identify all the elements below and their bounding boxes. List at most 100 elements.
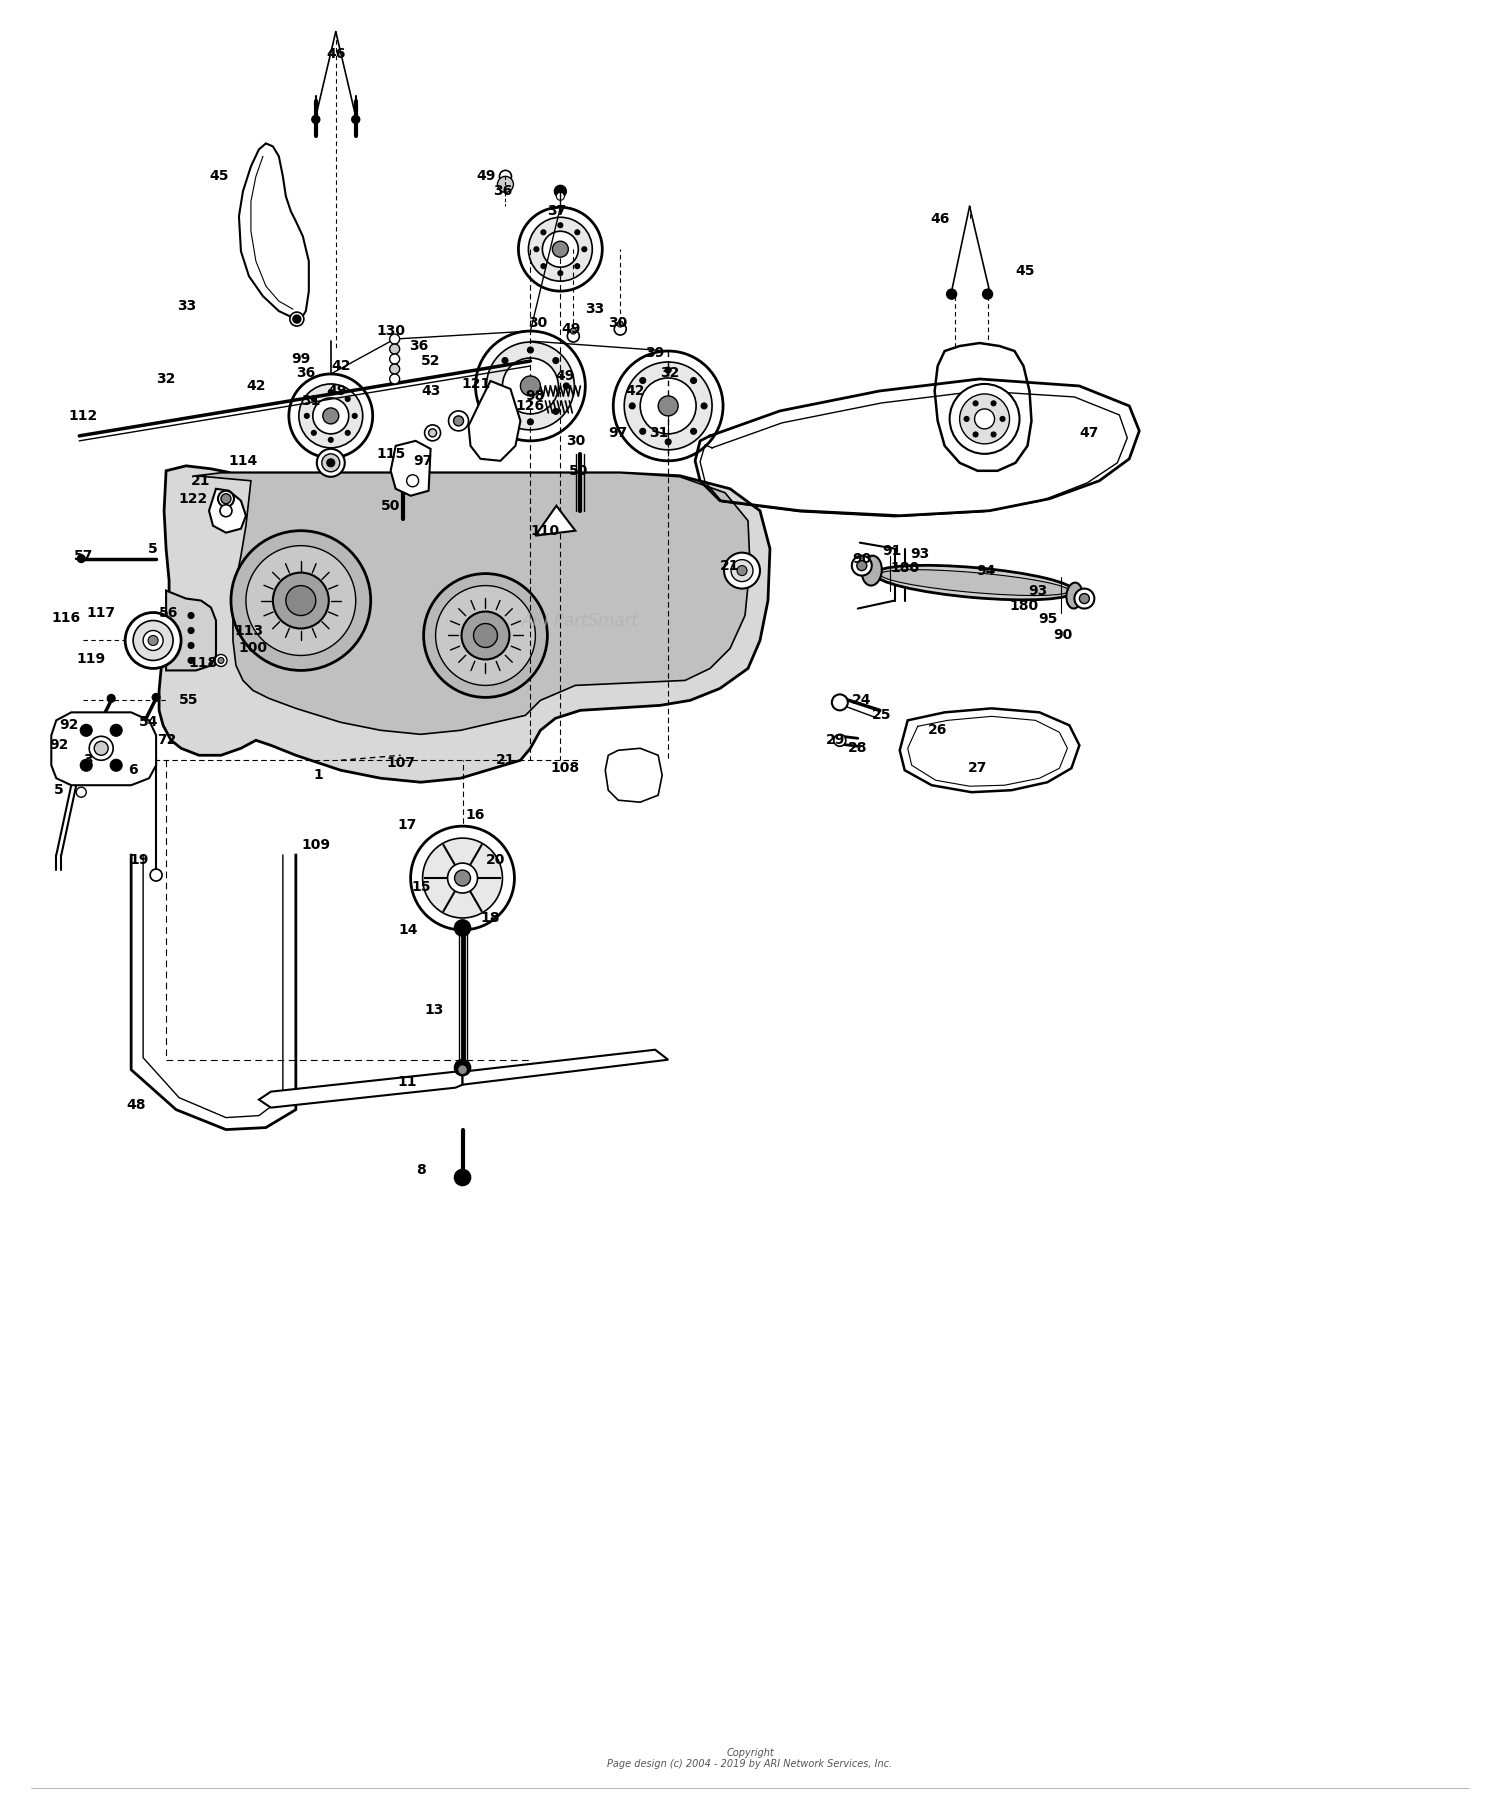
Circle shape bbox=[351, 115, 360, 123]
Circle shape bbox=[148, 635, 158, 646]
Circle shape bbox=[1000, 417, 1005, 422]
Polygon shape bbox=[51, 713, 156, 785]
Circle shape bbox=[390, 334, 399, 345]
Text: 72: 72 bbox=[158, 732, 177, 747]
Circle shape bbox=[500, 170, 512, 182]
Text: 100: 100 bbox=[238, 642, 267, 655]
Text: 99: 99 bbox=[291, 352, 310, 366]
Text: 57: 57 bbox=[74, 548, 93, 563]
Circle shape bbox=[142, 631, 164, 651]
Circle shape bbox=[946, 289, 957, 299]
Text: 32: 32 bbox=[660, 366, 680, 381]
Text: 30: 30 bbox=[528, 316, 548, 330]
Polygon shape bbox=[900, 709, 1080, 792]
Circle shape bbox=[106, 695, 116, 702]
Text: 98: 98 bbox=[525, 390, 544, 402]
Text: 42: 42 bbox=[332, 359, 351, 373]
Circle shape bbox=[574, 229, 580, 235]
Circle shape bbox=[974, 431, 978, 437]
Circle shape bbox=[411, 826, 515, 929]
Circle shape bbox=[640, 379, 696, 435]
Text: Copyright
Page design (c) 2004 - 2019 by ARI Network Services, Inc.: Copyright Page design (c) 2004 - 2019 by… bbox=[608, 1748, 892, 1770]
Circle shape bbox=[231, 530, 370, 671]
Text: 14: 14 bbox=[399, 924, 418, 936]
Circle shape bbox=[214, 655, 226, 666]
Text: 113: 113 bbox=[234, 624, 264, 637]
Circle shape bbox=[312, 397, 316, 402]
Text: 97: 97 bbox=[609, 426, 628, 440]
Circle shape bbox=[292, 316, 302, 323]
Text: 112: 112 bbox=[69, 410, 98, 422]
Circle shape bbox=[960, 393, 1010, 444]
Circle shape bbox=[624, 363, 712, 449]
Circle shape bbox=[435, 586, 536, 686]
Text: 26: 26 bbox=[928, 723, 948, 738]
Circle shape bbox=[616, 321, 622, 327]
Text: 45: 45 bbox=[209, 170, 228, 184]
Text: 95: 95 bbox=[1038, 612, 1058, 626]
Circle shape bbox=[639, 428, 645, 435]
Text: 21: 21 bbox=[495, 754, 514, 767]
Polygon shape bbox=[536, 505, 576, 536]
Text: 36: 36 bbox=[296, 366, 315, 381]
Circle shape bbox=[519, 207, 603, 290]
Circle shape bbox=[552, 242, 568, 258]
Circle shape bbox=[492, 382, 498, 390]
Text: 107: 107 bbox=[386, 756, 416, 770]
Text: 90: 90 bbox=[852, 552, 871, 566]
Text: 110: 110 bbox=[531, 523, 560, 538]
Text: 48: 48 bbox=[126, 1097, 146, 1111]
Text: 21: 21 bbox=[192, 474, 211, 487]
Circle shape bbox=[390, 364, 399, 373]
Text: 91: 91 bbox=[882, 543, 902, 557]
Polygon shape bbox=[468, 381, 520, 460]
Circle shape bbox=[298, 384, 363, 447]
Text: 50: 50 bbox=[381, 498, 400, 512]
Text: 33: 33 bbox=[177, 299, 197, 314]
Circle shape bbox=[982, 289, 993, 299]
Text: 20: 20 bbox=[486, 853, 506, 868]
Circle shape bbox=[503, 408, 509, 415]
Text: 130: 130 bbox=[376, 325, 405, 337]
Text: 42: 42 bbox=[626, 384, 645, 399]
Ellipse shape bbox=[880, 570, 1070, 595]
Circle shape bbox=[486, 343, 574, 429]
Circle shape bbox=[542, 229, 546, 235]
Circle shape bbox=[567, 330, 579, 343]
Circle shape bbox=[639, 377, 645, 384]
Circle shape bbox=[555, 186, 567, 197]
Circle shape bbox=[188, 628, 194, 633]
Circle shape bbox=[390, 373, 399, 384]
Circle shape bbox=[322, 408, 339, 424]
Text: 32: 32 bbox=[156, 372, 176, 386]
Polygon shape bbox=[159, 465, 770, 783]
Circle shape bbox=[352, 413, 357, 419]
Circle shape bbox=[614, 352, 723, 460]
Circle shape bbox=[453, 417, 464, 426]
Text: 46: 46 bbox=[930, 213, 950, 226]
Circle shape bbox=[975, 410, 994, 429]
Text: 97: 97 bbox=[413, 455, 432, 467]
Polygon shape bbox=[934, 343, 1032, 471]
Text: 115: 115 bbox=[376, 447, 405, 460]
Text: 49: 49 bbox=[555, 370, 574, 382]
Circle shape bbox=[503, 357, 558, 413]
Text: 36: 36 bbox=[410, 339, 428, 354]
Text: 50: 50 bbox=[568, 464, 588, 478]
Circle shape bbox=[558, 271, 562, 276]
Circle shape bbox=[312, 115, 320, 123]
Circle shape bbox=[150, 870, 162, 880]
Text: 118: 118 bbox=[189, 657, 217, 671]
Circle shape bbox=[833, 695, 848, 711]
Circle shape bbox=[447, 862, 477, 893]
Circle shape bbox=[454, 1059, 471, 1075]
Polygon shape bbox=[166, 590, 216, 671]
Circle shape bbox=[312, 431, 316, 435]
Circle shape bbox=[322, 455, 340, 473]
Circle shape bbox=[94, 741, 108, 756]
Text: 24: 24 bbox=[852, 693, 871, 707]
Text: 116: 116 bbox=[51, 610, 81, 624]
Circle shape bbox=[974, 400, 978, 406]
Circle shape bbox=[700, 402, 706, 410]
Circle shape bbox=[950, 384, 1020, 455]
